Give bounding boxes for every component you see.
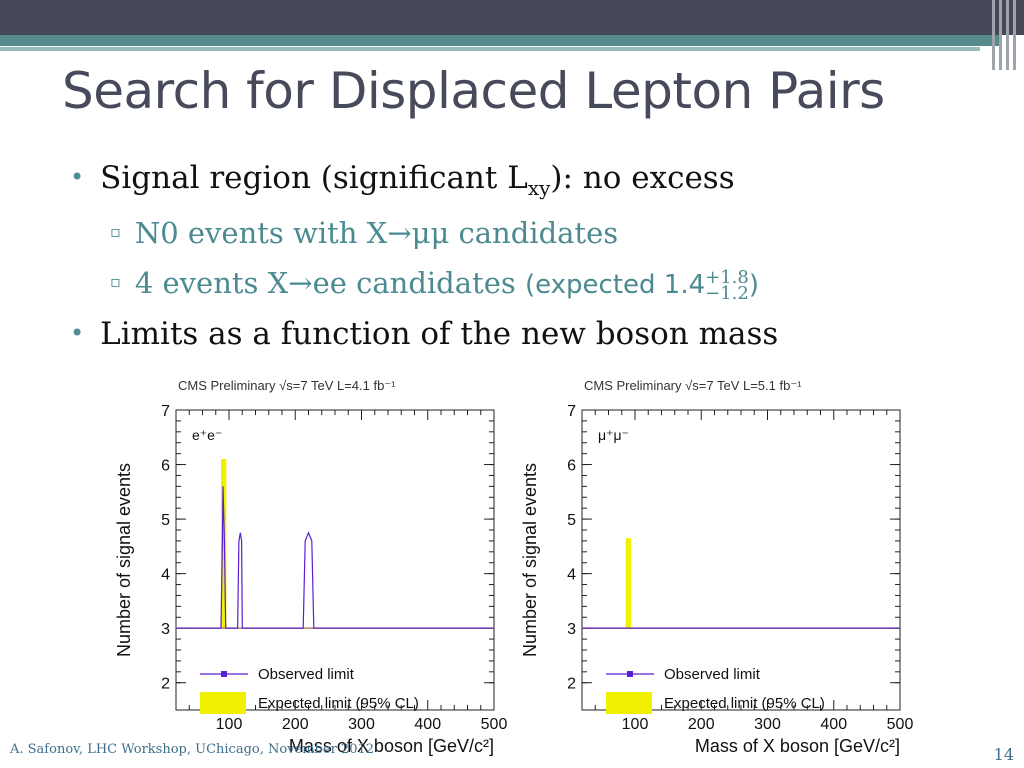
- channel-label: μ⁺μ⁻: [598, 427, 629, 443]
- accent-stripe: [0, 35, 1000, 46]
- legend-observed-marker: [221, 671, 227, 677]
- uncertainty-up: +1.8: [705, 267, 749, 288]
- bullet-signal-region: • Signal region (significant Lxy): no exc…: [70, 160, 735, 200]
- x-tick-label: 100: [622, 716, 649, 733]
- legend-label: Expected limit (95% CL): [258, 695, 419, 712]
- y-tick-label: 7: [567, 403, 576, 420]
- x-tick-label: 300: [754, 716, 781, 733]
- y-axis-title: Number of signal events: [114, 463, 134, 657]
- bullet-text: Signal region (significant L: [100, 160, 528, 196]
- x-tick-label: 400: [414, 716, 441, 733]
- accent-stripe-light: [0, 47, 980, 51]
- y-tick-label: 6: [567, 458, 576, 475]
- chart-header: CMS Preliminary √s=7 TeV L=5.1 fb⁻¹: [584, 378, 802, 393]
- x-tick-label: 300: [348, 716, 375, 733]
- subbullet-mumu: ▫ N0 events with X→μμ candidates: [110, 216, 619, 250]
- subbullet-text: 4 events X→ee candidates: [134, 266, 525, 300]
- x-tick-label: 200: [688, 716, 715, 733]
- x-axis-title: Mass of X boson [GeV/c²]: [695, 736, 900, 756]
- y-tick-label: 2: [567, 676, 576, 693]
- plot-frame: [175, 409, 495, 711]
- channel-label: e⁺e⁻: [192, 427, 222, 443]
- slide-title: Search for Displaced Lepton Pairs: [62, 62, 885, 120]
- y-tick-label: 3: [567, 621, 576, 638]
- expected-band: [221, 459, 227, 629]
- y-tick-label: 5: [161, 512, 170, 529]
- bullet-limits: • Limits as a function of the new boson m…: [70, 316, 779, 352]
- y-tick-label: 4: [567, 567, 576, 584]
- legend-label: Observed limit: [664, 666, 761, 683]
- x-tick-label: 400: [820, 716, 847, 733]
- uncertainty: +1.8 −1.2: [705, 267, 749, 304]
- bullet-subscript: xy: [527, 176, 551, 200]
- expected-band: [625, 538, 632, 629]
- legend-expected-swatch: [606, 692, 652, 714]
- y-axis-title: Number of signal events: [520, 463, 540, 657]
- observed-limit-line: [176, 486, 494, 629]
- top-banner: [0, 0, 1024, 35]
- ee-limit-plot: CMS Preliminary √s=7 TeV L=4.1 fb⁻¹ 2 3 4 5 6…: [114, 378, 508, 756]
- legend-label: Expected limit (95% CL): [664, 695, 825, 712]
- subbullet-text: N0 events with X→μμ candidates: [134, 216, 619, 250]
- y-tick-label: 6: [161, 458, 170, 475]
- x-tick-label: 500: [887, 716, 914, 733]
- x-tick-label: 100: [216, 716, 243, 733]
- x-tick-label: 200: [282, 716, 309, 733]
- y-tick-label: 3: [161, 621, 170, 638]
- y-tick-label: 7: [161, 403, 170, 420]
- expected-value: (expected 1.4: [524, 270, 706, 300]
- subbullet-ee: ▫ 4 events X→ee candidates (expected 1.4 +…: [110, 266, 760, 304]
- uncertainty-down: −1.2: [705, 283, 749, 304]
- y-tick-label: 4: [161, 567, 170, 584]
- y-tick-label: 5: [567, 512, 576, 529]
- chart-header: CMS Preliminary √s=7 TeV L=4.1 fb⁻¹: [178, 378, 396, 393]
- page-number: 14: [993, 745, 1014, 764]
- x-axis-title: Mass of X boson [GeV/c²]: [289, 736, 494, 756]
- mumu-limit-plot: CMS Preliminary √s=7 TeV L=5.1 fb⁻¹ 2 3 4 5 6…: [520, 378, 914, 756]
- corner-decoration: [990, 0, 1024, 70]
- y-tick-label: 2: [161, 676, 170, 693]
- legend-label: Observed limit: [258, 666, 355, 683]
- expected-close: ): [748, 270, 760, 300]
- bullet-text: Limits as a function of the new boson ma…: [100, 316, 779, 352]
- x-tick-label: 500: [481, 716, 508, 733]
- legend-observed-marker: [627, 671, 633, 677]
- bullet-tail: ): no excess: [550, 160, 735, 196]
- footer-credit: A. Safonov, LHC Workshop, UChicago, Nove…: [10, 742, 375, 757]
- plot-frame: [581, 409, 901, 711]
- legend-expected-swatch: [200, 692, 246, 714]
